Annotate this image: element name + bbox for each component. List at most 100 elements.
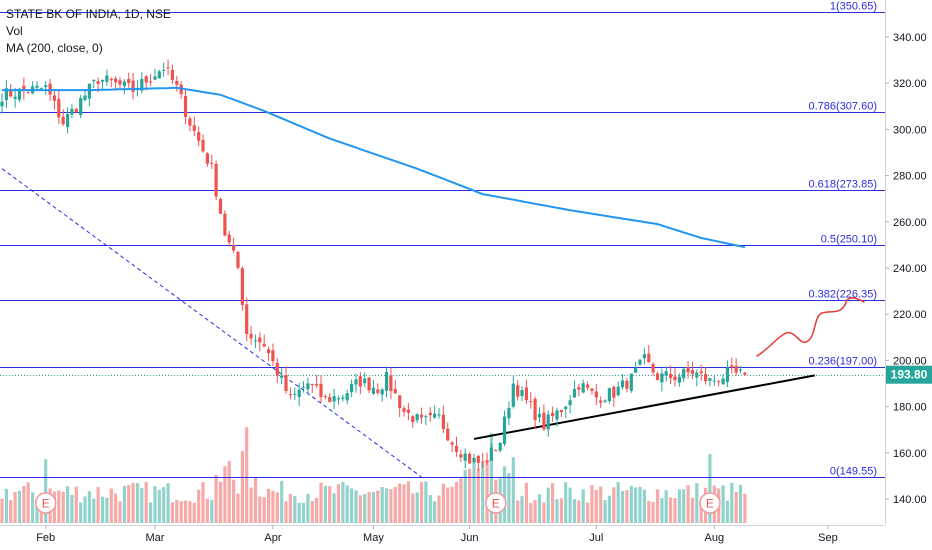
candle-body — [227, 234, 231, 243]
candle-body — [725, 367, 729, 382]
candle-body — [236, 251, 240, 268]
volume-bar — [542, 502, 546, 523]
ma-legend[interactable]: MA (200, close, 0) — [6, 41, 103, 55]
fib-level-label: 0.382(226.35) — [809, 289, 878, 301]
candle-body — [599, 400, 603, 403]
symbol-title[interactable]: STATE BK OF INDIA, 1D, NSE — [6, 7, 171, 21]
volume-bar — [135, 483, 140, 523]
candle-body — [642, 354, 646, 359]
volume-bar — [109, 488, 113, 523]
volume-bar — [625, 490, 629, 523]
earnings-marker-label: E — [706, 497, 714, 511]
candle-body — [267, 349, 271, 353]
candle-body — [476, 455, 480, 463]
candle-body — [336, 398, 341, 400]
volume-bar — [179, 501, 183, 523]
candle-body — [162, 69, 166, 71]
volume-bar — [96, 487, 100, 523]
candle-body — [245, 304, 249, 334]
candle-body — [354, 379, 358, 385]
candle-body — [502, 416, 507, 444]
candle-body — [301, 387, 306, 389]
candle-body — [529, 401, 533, 403]
volume-bar — [699, 501, 703, 523]
candle-body — [70, 108, 74, 115]
volume-bar — [275, 492, 279, 523]
volume-legend[interactable]: Vol — [6, 24, 23, 38]
candle-body — [555, 410, 559, 420]
candle-body — [437, 414, 441, 416]
volume-bar — [92, 498, 96, 523]
candle-body — [472, 457, 476, 463]
volume-bar — [376, 490, 380, 523]
volume-bar — [131, 482, 135, 523]
candle-body — [118, 80, 122, 85]
volume-bar — [13, 492, 17, 523]
candle-body — [533, 398, 537, 421]
candle-body — [79, 98, 83, 116]
volume-bar — [267, 488, 271, 523]
volume-bar — [153, 486, 157, 523]
forecast-sketch — [756, 297, 865, 357]
volume-bar — [673, 498, 677, 523]
candlesticks — [0, 59, 747, 472]
volume-bar — [476, 468, 480, 523]
volume-bar — [149, 502, 153, 523]
candle-body — [4, 88, 8, 101]
candle-body — [105, 75, 109, 82]
candle-body — [441, 414, 445, 429]
candle-body — [380, 389, 384, 395]
volume-bar — [114, 493, 118, 523]
descending-trendline — [1, 168, 422, 478]
candle-body — [537, 413, 542, 418]
candle-body — [695, 372, 699, 378]
volume-bar — [140, 488, 144, 523]
volume-bar — [363, 494, 367, 523]
volume-bar — [511, 457, 515, 523]
candle-body — [638, 359, 642, 365]
candle-body — [35, 85, 39, 88]
volume-bar — [537, 494, 542, 523]
candle-body — [66, 114, 70, 128]
volume-bar — [620, 490, 625, 523]
volume-bar — [546, 487, 550, 523]
volume-bar — [450, 486, 454, 523]
candle-body — [634, 367, 638, 373]
candle-body — [669, 373, 673, 378]
candle-body — [0, 101, 4, 107]
candle-body — [371, 387, 375, 394]
volume-bar — [61, 491, 65, 523]
volume-bar — [218, 481, 223, 523]
fib-level-label: 0(149.55) — [830, 466, 877, 478]
price-tick-label: 260.00 — [893, 217, 927, 229]
candle-body — [507, 408, 511, 419]
rising-support-trendline — [473, 374, 816, 440]
volume-bar — [468, 468, 472, 523]
candle-body — [319, 383, 323, 398]
candle-body — [240, 268, 244, 305]
volume-bars — [0, 427, 747, 523]
time-axis[interactable]: Feb Mar Apr May Jun Jul Aug Sep — [36, 525, 838, 544]
candle-body — [402, 408, 406, 412]
candle-body — [419, 414, 424, 418]
time-tick-label: Jul — [589, 532, 603, 544]
candle-body — [454, 445, 459, 452]
candle-body — [157, 71, 161, 79]
volume-bar — [249, 487, 253, 523]
price-tick-label: 200.00 — [893, 355, 927, 367]
price-axis[interactable]: 140.00 160.00 180.00 200.00 220.00 240.00 260.… — [885, 32, 927, 506]
candle-body — [577, 387, 581, 390]
candle-body — [428, 412, 432, 416]
volume-bar — [35, 498, 39, 523]
candle-body — [459, 454, 463, 458]
candle-body — [468, 453, 472, 464]
candle-body — [655, 373, 660, 381]
candle-body — [433, 413, 437, 418]
volume-bar — [669, 497, 673, 523]
candle-body — [57, 98, 61, 118]
candle-body — [411, 416, 415, 422]
candle-body — [524, 387, 528, 401]
price-tick-label: 140.00 — [893, 494, 927, 506]
